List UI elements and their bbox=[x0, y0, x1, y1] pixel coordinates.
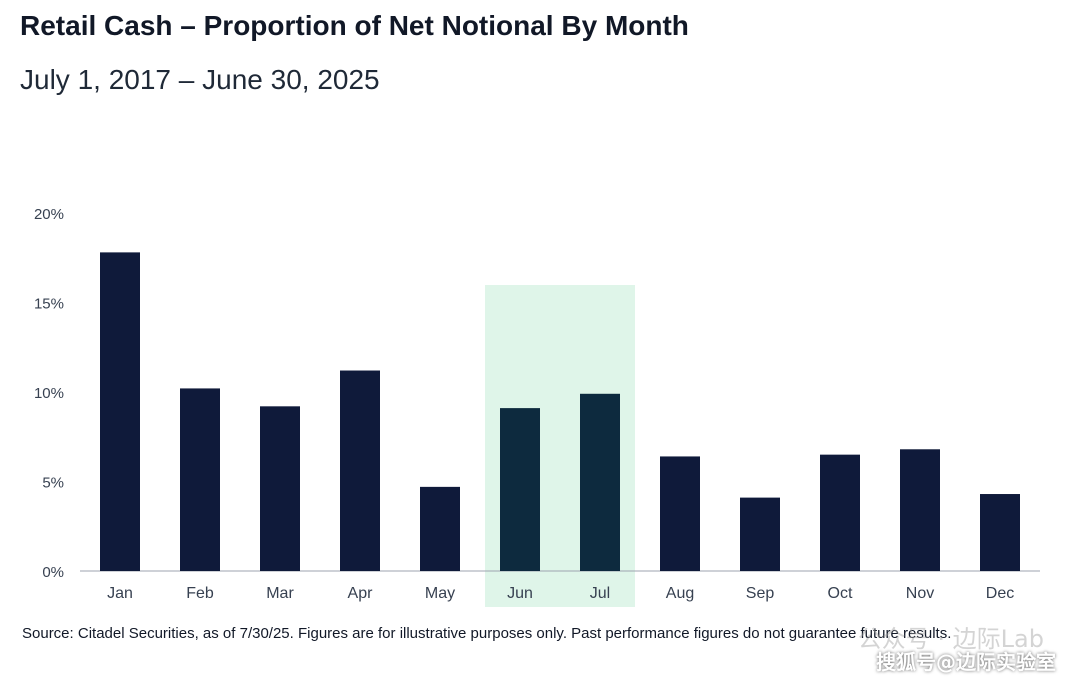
x-tick-label: Jan bbox=[107, 585, 133, 602]
bar-jul bbox=[580, 393, 620, 571]
y-tick-label: 15% bbox=[34, 296, 64, 313]
source-note: Source: Citadel Securities, as of 7/30/2… bbox=[22, 625, 952, 642]
bar-nov bbox=[900, 449, 940, 571]
y-tick-label: 5% bbox=[42, 475, 64, 492]
watermark: 搜狐号@边际实验室 bbox=[876, 650, 1056, 674]
bar-feb bbox=[180, 388, 220, 571]
bar-sep bbox=[740, 497, 780, 571]
chart-title: Retail Cash – Proportion of Net Notional… bbox=[20, 10, 689, 41]
bar-mar bbox=[260, 406, 300, 571]
y-tick-label: 10% bbox=[34, 385, 64, 402]
x-tick-label: Jul bbox=[590, 585, 610, 602]
bar-oct bbox=[820, 454, 860, 571]
faint-watermark: 公众号 · 边际Lab bbox=[857, 625, 1044, 653]
x-tick-label: Apr bbox=[348, 585, 374, 602]
x-tick-label: Aug bbox=[666, 585, 694, 602]
x-tick-label: Jun bbox=[507, 585, 533, 602]
x-tick-label: May bbox=[425, 585, 455, 602]
x-tick-label: Feb bbox=[186, 585, 214, 602]
y-tick-label: 0% bbox=[42, 564, 64, 581]
chart-subtitle: July 1, 2017 – June 30, 2025 bbox=[20, 64, 380, 95]
x-tick-label: Sep bbox=[746, 585, 775, 602]
x-tick-label: Oct bbox=[828, 585, 853, 602]
bar-may bbox=[420, 486, 460, 571]
x-tick-label: Nov bbox=[906, 585, 934, 602]
bar-dec bbox=[980, 494, 1020, 571]
bar-chart: 0% 5% 10% 15% 20% Jan Feb Mar Apr May Jun Jul Aug Sep… bbox=[34, 206, 1040, 607]
y-tick-label: 20% bbox=[34, 206, 64, 223]
x-tick-label: Mar bbox=[266, 585, 294, 602]
x-tick-label: Dec bbox=[986, 585, 1014, 602]
bar-jun bbox=[500, 408, 540, 571]
bar-jan bbox=[100, 252, 140, 571]
bar-apr bbox=[340, 370, 380, 571]
bar-aug bbox=[660, 456, 700, 571]
